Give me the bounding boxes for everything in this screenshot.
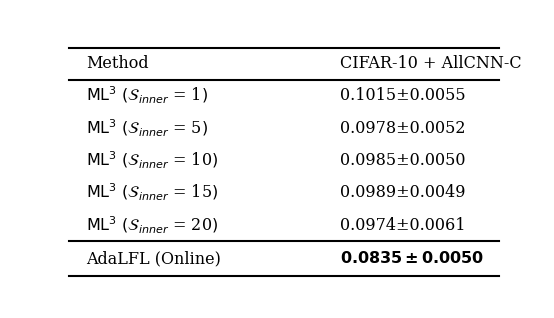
Text: 0.0989±0.0049: 0.0989±0.0049 <box>340 184 465 201</box>
Text: AdaLFL (Online): AdaLFL (Online) <box>86 250 221 267</box>
Text: $\mathrm{ML}^3$ $(\mathcal{S}_{inner}$ = 20$)$: $\mathrm{ML}^3$ $(\mathcal{S}_{inner}$ =… <box>86 215 219 236</box>
Text: $\mathbf{0.0835\pm0.0050}$: $\mathbf{0.0835\pm0.0050}$ <box>340 250 484 267</box>
Text: 0.0985±0.0050: 0.0985±0.0050 <box>340 152 465 169</box>
Text: 0.1015±0.0055: 0.1015±0.0055 <box>340 87 465 104</box>
Text: $\mathrm{ML}^3$ $(\mathcal{S}_{inner}$ = 5$)$: $\mathrm{ML}^3$ $(\mathcal{S}_{inner}$ =… <box>86 118 208 139</box>
Text: CIFAR-10 + AllCNN-C: CIFAR-10 + AllCNN-C <box>340 55 521 73</box>
Text: Method: Method <box>86 55 149 73</box>
Text: 0.0978±0.0052: 0.0978±0.0052 <box>340 120 465 137</box>
Text: $\mathrm{ML}^3$ $(\mathcal{S}_{inner}$ = 10$)$: $\mathrm{ML}^3$ $(\mathcal{S}_{inner}$ =… <box>86 150 219 171</box>
Text: 0.0974±0.0061: 0.0974±0.0061 <box>340 217 465 234</box>
Text: $\mathrm{ML}^3$ $(\mathcal{S}_{inner}$ = 1$)$: $\mathrm{ML}^3$ $(\mathcal{S}_{inner}$ =… <box>86 86 208 107</box>
Text: $\mathrm{ML}^3$ $(\mathcal{S}_{inner}$ = 15$)$: $\mathrm{ML}^3$ $(\mathcal{S}_{inner}$ =… <box>86 182 219 204</box>
